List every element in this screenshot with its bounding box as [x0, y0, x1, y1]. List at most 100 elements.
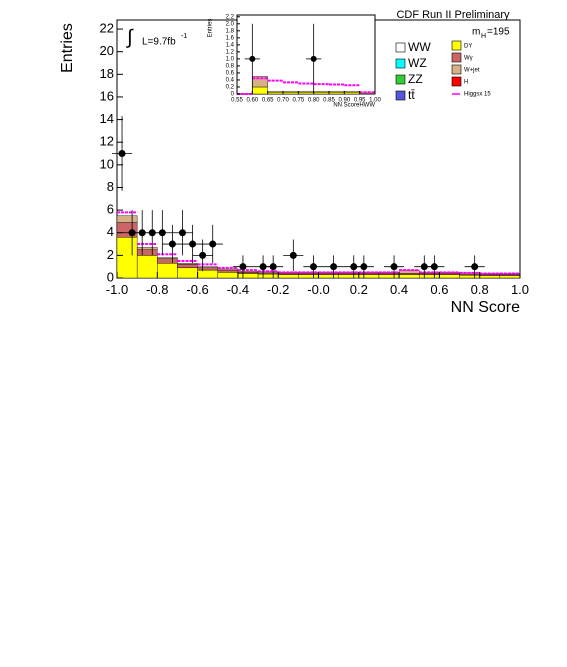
bar-segment — [378, 274, 400, 279]
bar-segment — [157, 257, 178, 259]
bar-segment — [197, 266, 218, 269]
y-tick-label: 10 — [100, 156, 114, 171]
annotation: H — [481, 33, 486, 40]
x-tick-label: 0.4 — [390, 282, 408, 297]
data-point — [430, 263, 438, 271]
bar-segment — [217, 269, 239, 273]
bar-segment — [298, 92, 314, 95]
data-point — [178, 229, 186, 237]
data-point — [390, 263, 398, 271]
data-point — [209, 240, 217, 248]
bar-segment — [177, 267, 198, 279]
bar-segment — [298, 91, 314, 93]
legend-swatch — [451, 76, 462, 87]
annotation: L=9.7fb — [142, 37, 176, 48]
data-point — [118, 150, 126, 158]
y-tick-label: 0.2 — [226, 85, 235, 91]
bar-segment — [344, 91, 360, 93]
bar-segment — [439, 274, 460, 279]
x-tick-label: 0.80 — [308, 97, 320, 103]
bar-segment — [237, 271, 259, 273]
annotation: =195 — [487, 27, 510, 38]
bar-segment — [419, 274, 440, 279]
bar-segment — [282, 92, 299, 95]
x-tick-label: -0.2 — [267, 282, 289, 297]
data-point — [330, 263, 338, 271]
legend-label: ZZ — [408, 72, 423, 86]
data-point — [310, 55, 317, 62]
x-tick-label: 0.8 — [471, 282, 489, 297]
x-tick-label: 0.55 — [231, 97, 243, 103]
bar-segment — [267, 91, 284, 93]
legend-swatch — [395, 42, 406, 53]
bar-segment — [267, 92, 284, 95]
bar-segment — [358, 274, 380, 279]
bar-segment — [177, 264, 198, 269]
x-tick-label: 1.00 — [369, 97, 381, 103]
y-tick-label: 0.4 — [226, 78, 235, 84]
data-point — [239, 263, 247, 271]
data-point — [360, 263, 368, 271]
bar-segment — [298, 274, 319, 279]
bar-segment — [157, 263, 178, 279]
legend-label: Higgsx 15 — [464, 92, 491, 98]
bar-segment — [398, 274, 420, 279]
data-point — [249, 55, 256, 62]
y-tick-label: 1.2 — [226, 49, 235, 55]
x-tick-label: 0.90 — [338, 97, 350, 103]
y-tick-label: 0.6 — [226, 71, 235, 77]
x-tick-label: 0.2 — [350, 282, 368, 297]
x-tick-label: 0.70 — [277, 97, 289, 103]
annotation: -1 — [181, 33, 187, 40]
y-tick-label: 14 — [100, 111, 114, 126]
bar-segment — [197, 269, 218, 279]
y-tick-label: 2.0 — [226, 21, 235, 27]
y-tick-label: 2 — [107, 247, 114, 262]
y-tick-label: 2.2 — [226, 14, 235, 20]
y-tick-label: 4 — [107, 224, 114, 239]
bar-segment — [177, 263, 198, 265]
y-tick-label: 1.0 — [226, 56, 235, 62]
legend-label: WZ — [408, 56, 427, 70]
x-tick-label: 0.75 — [292, 97, 304, 103]
y-tick-label: 0 — [107, 269, 114, 284]
bar-segment — [499, 275, 521, 279]
y-tick-label: 16 — [100, 88, 114, 103]
y-axis-label: Entries — [208, 19, 214, 38]
data-point — [471, 263, 479, 271]
x-tick-label: 0.65 — [262, 97, 274, 103]
annotation: ∫ — [126, 26, 134, 48]
bar-segment — [136, 255, 158, 279]
y-tick-label: 6 — [107, 202, 114, 217]
y-tick-label: 1.6 — [226, 35, 235, 41]
bar-segment — [252, 86, 268, 95]
bar-segment — [459, 274, 480, 279]
bar-segment — [278, 274, 299, 279]
data-point — [269, 263, 277, 271]
bar-segment — [257, 273, 279, 279]
x-axis-label: NN Score — [451, 299, 520, 316]
y-tick-label: 18 — [100, 66, 114, 81]
chart-title: CDF Run II Preliminary — [396, 9, 510, 21]
legend-label: WW — [408, 40, 431, 54]
x-tick-label: -0.0 — [307, 282, 329, 297]
y-tick-label: 1.4 — [226, 42, 235, 48]
legend-label: Wγ — [464, 56, 473, 62]
y-tick-label: 12 — [100, 134, 114, 149]
x-tick-label: -0.8 — [146, 282, 168, 297]
legend-label: DY — [464, 44, 472, 50]
legend-swatch — [395, 90, 406, 101]
legend-swatch — [451, 52, 462, 63]
bar-segment — [136, 249, 158, 256]
bar-segment — [282, 91, 299, 93]
y-tick-label: 1.8 — [226, 28, 235, 34]
legend-swatch — [451, 64, 462, 75]
legend-swatch — [395, 58, 406, 69]
bar-segment — [328, 91, 345, 93]
y-axis-label: Entries — [59, 23, 76, 73]
data-point — [189, 240, 197, 248]
bar-segment — [116, 215, 138, 223]
y-tick-label: 8 — [107, 179, 114, 194]
legend-label: H — [464, 80, 468, 86]
legend-swatch — [451, 40, 462, 51]
